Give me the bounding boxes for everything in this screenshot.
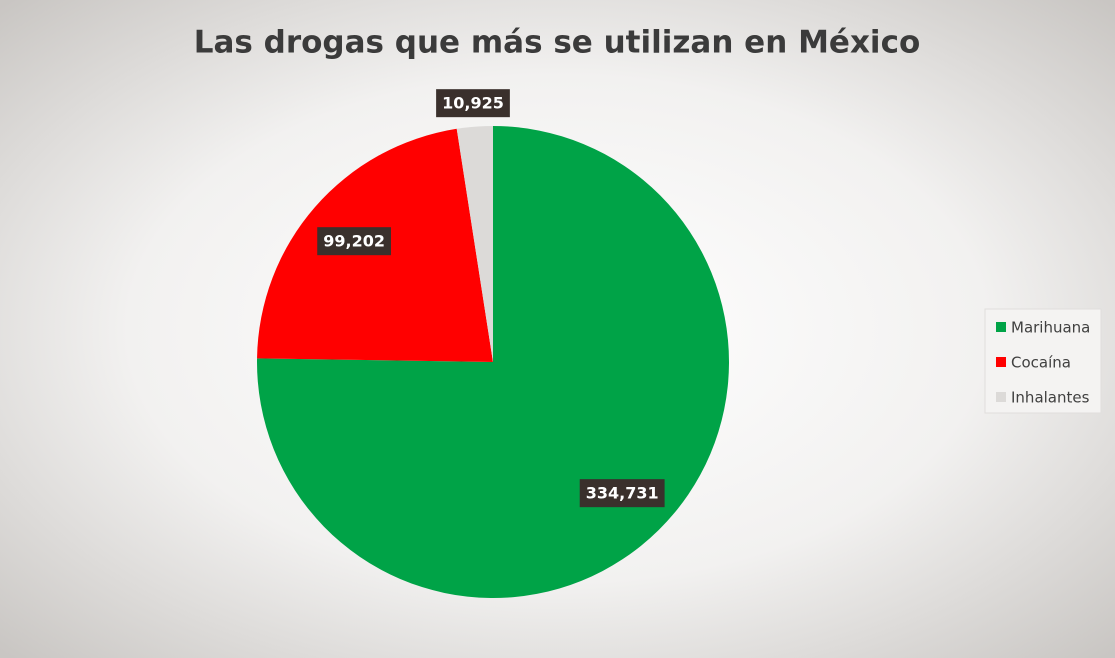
data-label-box	[579, 479, 665, 508]
legend-label: Inhalantes	[1011, 389, 1090, 407]
chart-title: Las drogas que más se utilizan en México	[194, 25, 921, 61]
data-label-box	[436, 89, 510, 118]
legend-marker	[996, 322, 1006, 332]
pie-slice	[456, 126, 493, 362]
data-label: 99,202	[323, 232, 385, 251]
data-label: 334,731	[586, 484, 659, 503]
legend-marker	[996, 357, 1006, 367]
data-label-box	[317, 227, 391, 256]
data-label: 10,925	[442, 94, 504, 113]
legend-label: Marihuana	[1011, 319, 1090, 337]
legend-label: Cocaína	[1011, 354, 1071, 372]
legend-marker	[996, 392, 1006, 402]
